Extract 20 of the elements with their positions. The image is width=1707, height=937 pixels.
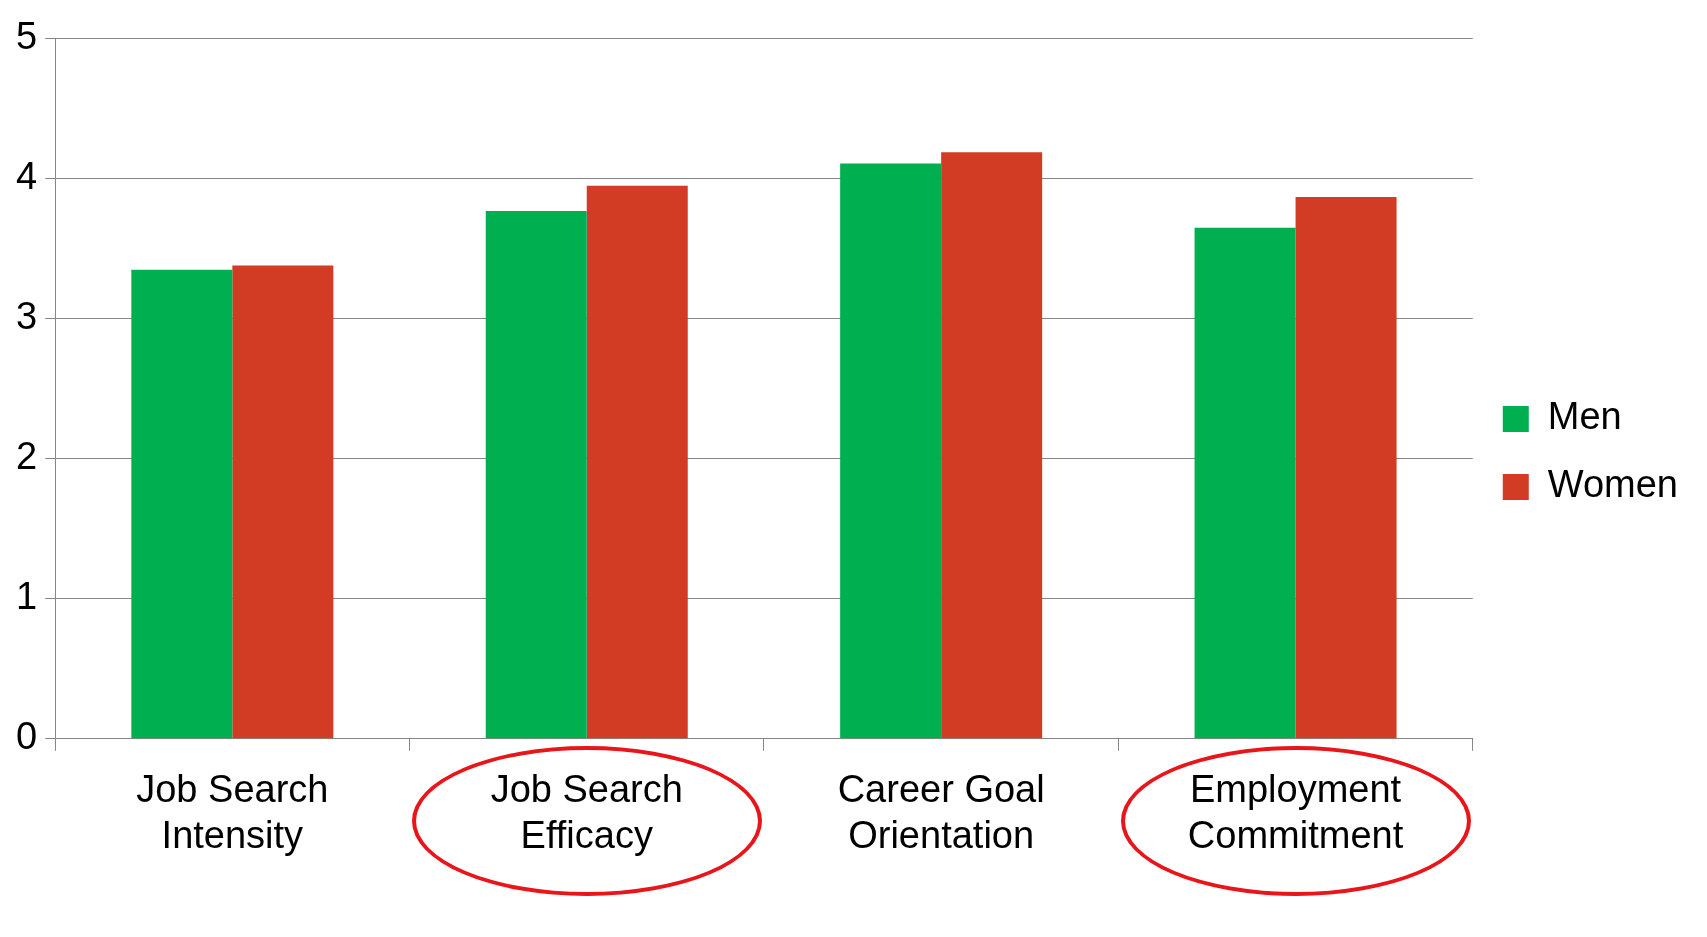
- y-tick-label: 5: [15, 15, 38, 58]
- y-tick-label: 4: [15, 155, 38, 198]
- y-tick-label: 0: [15, 715, 38, 758]
- legend-label: Women: [1547, 463, 1679, 506]
- y-tick-label: 1: [15, 575, 38, 618]
- legend-label: Men: [1547, 395, 1622, 438]
- bar: [586, 185, 688, 739]
- bar: [941, 152, 1043, 739]
- x-tick-label: Job Search Intensity: [136, 768, 329, 856]
- bar: [1295, 197, 1397, 739]
- y-tick-label: 3: [15, 295, 38, 338]
- x-tick-label: Job Search Efficacy: [490, 768, 683, 856]
- bar: [840, 163, 942, 739]
- bar: [485, 211, 587, 739]
- x-tick-label: Employment Commitment: [1187, 768, 1404, 856]
- bar: [131, 269, 233, 739]
- y-tick-label: 2: [15, 435, 38, 478]
- bar: [1194, 227, 1296, 739]
- bar: [232, 265, 334, 739]
- x-tick-label: Career Goal Orientation: [837, 768, 1045, 856]
